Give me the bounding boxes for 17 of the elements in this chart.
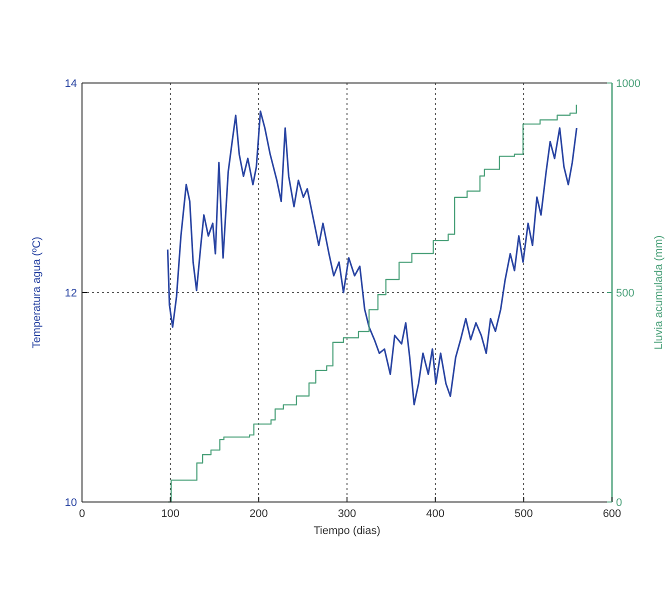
x-tick-label: 300 — [338, 508, 356, 520]
x-tick-label: 100 — [161, 508, 180, 520]
y2-axis-title: Lluvia acumulada (mm) — [653, 235, 665, 350]
x-tick-label: 500 — [514, 508, 533, 520]
y2-tick-label: 1000 — [616, 78, 640, 90]
line-series — [166, 110, 578, 406]
y-axis-title: Temperatura agua (ºC) — [31, 236, 43, 348]
y2-tick-label: 0 — [616, 497, 622, 509]
y-tick-label: 14 — [64, 78, 77, 90]
y-tick-label: 10 — [64, 497, 77, 509]
x-tick-label: 400 — [426, 508, 445, 520]
y-tick-label: 12 — [64, 288, 77, 300]
x-tick-label: 0 — [78, 508, 86, 520]
x-axis-title: Tiempo (dias) — [314, 525, 380, 537]
y2-tick-label: 500 — [616, 288, 634, 300]
x-tick-label: 600 — [602, 508, 622, 520]
x-tick-label: 200 — [249, 508, 268, 520]
